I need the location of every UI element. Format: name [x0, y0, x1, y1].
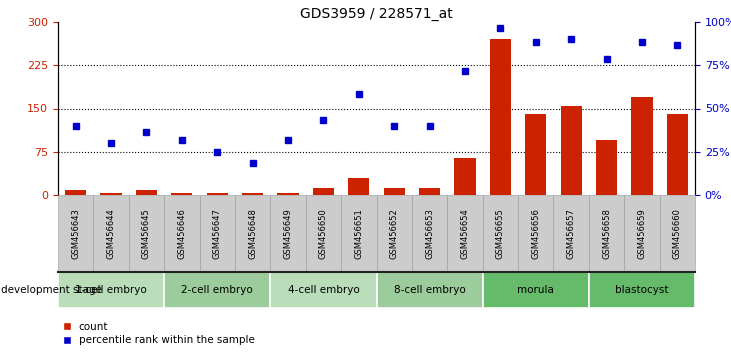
Text: GSM456657: GSM456657	[567, 208, 575, 259]
Text: GSM456653: GSM456653	[425, 208, 434, 259]
Bar	[277, 193, 299, 195]
Bar	[561, 105, 582, 195]
Text: morula: morula	[518, 285, 554, 295]
Bar	[455, 158, 476, 195]
Bar	[384, 188, 405, 195]
Bar	[596, 140, 617, 195]
Bar	[65, 190, 86, 195]
Bar	[136, 190, 157, 195]
Text: GSM456645: GSM456645	[142, 208, 151, 259]
Text: 4-cell embryo: 4-cell embryo	[287, 285, 360, 295]
Bar	[667, 114, 688, 195]
Bar	[313, 188, 334, 195]
Bar	[490, 39, 511, 195]
Text: GSM456644: GSM456644	[107, 208, 115, 259]
Text: GSM456643: GSM456643	[71, 208, 80, 259]
Text: 8-cell embryo: 8-cell embryo	[394, 285, 466, 295]
Bar	[525, 114, 546, 195]
Text: GSM456651: GSM456651	[355, 208, 363, 259]
Bar	[242, 193, 263, 195]
Bar	[632, 97, 653, 195]
Bar	[419, 188, 440, 195]
Text: GSM456660: GSM456660	[673, 208, 682, 259]
Text: development stage: development stage	[1, 285, 102, 295]
Text: GSM456646: GSM456646	[178, 208, 186, 259]
Text: GSM456648: GSM456648	[248, 208, 257, 259]
Legend: count, percentile rank within the sample: count, percentile rank within the sample	[63, 322, 254, 345]
Text: GSM456659: GSM456659	[637, 208, 646, 259]
Bar	[171, 193, 192, 195]
Text: GSM456649: GSM456649	[284, 208, 292, 259]
Text: GSM456654: GSM456654	[461, 208, 469, 259]
Text: blastocyst: blastocyst	[616, 285, 669, 295]
Bar	[348, 178, 369, 195]
Title: GDS3959 / 228571_at: GDS3959 / 228571_at	[300, 7, 453, 21]
Text: GSM456650: GSM456650	[319, 208, 328, 259]
Text: GSM456647: GSM456647	[213, 208, 221, 259]
Text: GSM456658: GSM456658	[602, 208, 611, 259]
Text: GSM456655: GSM456655	[496, 208, 505, 259]
Text: GSM456656: GSM456656	[531, 208, 540, 259]
Text: 1-cell embryo: 1-cell embryo	[75, 285, 147, 295]
Text: 2-cell embryo: 2-cell embryo	[181, 285, 253, 295]
Bar	[207, 193, 228, 195]
Text: GSM456652: GSM456652	[390, 208, 398, 259]
Bar	[100, 193, 121, 195]
